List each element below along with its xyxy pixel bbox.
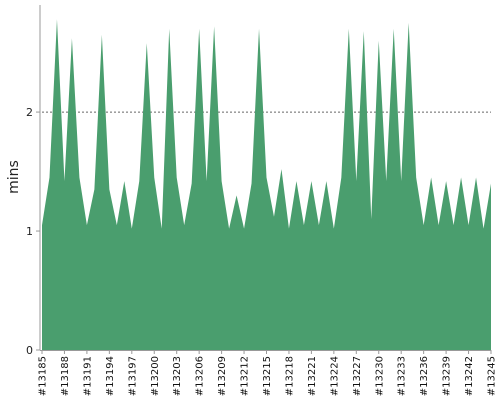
x-tick-label: #13206 <box>195 356 206 396</box>
x-tick-label: #13236 <box>419 356 430 396</box>
x-tick-label: #13200 <box>150 356 161 396</box>
area-series <box>42 19 491 351</box>
x-tick-label: #13230 <box>374 356 385 396</box>
x-tick-label: #13212 <box>240 356 251 396</box>
y-tick-label: 0 <box>26 344 33 357</box>
x-tick-label: #13191 <box>82 356 93 396</box>
x-tick-label: #13188 <box>60 356 71 396</box>
area-fill <box>42 19 491 351</box>
x-tick-label: #13233 <box>397 356 408 396</box>
x-tick-label: #13245 <box>487 356 498 396</box>
y-axis-ticks: 0 1 2 <box>26 106 40 357</box>
x-tick-label: #13194 <box>105 356 116 396</box>
x-tick-label: #13197 <box>127 356 138 396</box>
x-tick-label: #13224 <box>329 356 340 396</box>
x-tick-label: #13242 <box>464 356 475 396</box>
x-tick-label: #13209 <box>217 356 228 396</box>
x-tick-label: #13218 <box>284 356 295 396</box>
y-tick-label: 2 <box>26 106 33 119</box>
x-tick-label: #13185 <box>38 356 49 396</box>
x-tick-label: #13239 <box>442 356 453 396</box>
y-axis-title: mins <box>6 160 22 194</box>
x-axis-ticks: #13185 #13188 #13191 #13194 #13197 #13200 #132… <box>38 350 498 396</box>
x-tick-label: #13215 <box>262 356 273 396</box>
y-tick-label: 1 <box>26 225 33 238</box>
axes <box>39 5 491 351</box>
x-tick-label: #13227 <box>352 356 363 396</box>
x-tick-label: #13203 <box>172 356 183 396</box>
x-tick-label: #13221 <box>307 356 318 396</box>
